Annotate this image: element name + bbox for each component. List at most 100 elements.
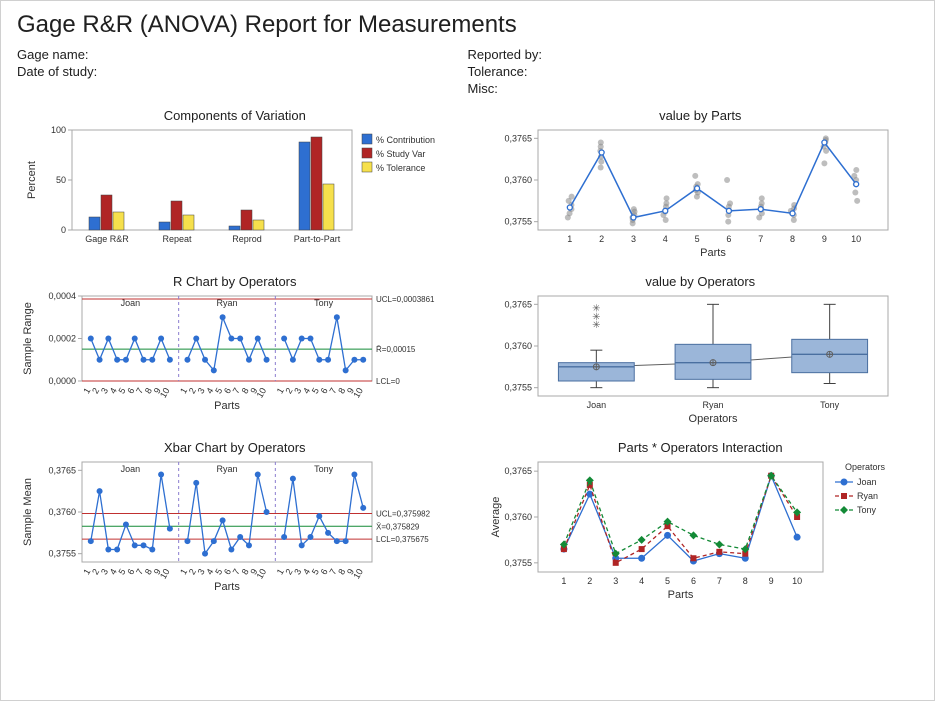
svg-text:8: 8 xyxy=(790,234,795,244)
meta-item: Tolerance: xyxy=(468,64,919,81)
chart-title: Parts * Operators Interaction xyxy=(483,440,919,455)
meta-item: Date of study: xyxy=(17,64,468,81)
meta-row: Gage name: Date of study: Reported by: T… xyxy=(17,47,918,98)
panel-xbar-chart: Xbar Chart by Operators 0,3755 0,3760 0,37… xyxy=(17,440,453,620)
svg-text:0,0002: 0,0002 xyxy=(48,333,76,343)
chart-title: value by Parts xyxy=(483,108,919,123)
svg-text:1: 1 xyxy=(561,576,566,586)
svg-text:Sample Mean: Sample Mean xyxy=(22,478,34,546)
svg-text:1: 1 xyxy=(567,234,572,244)
chart-title: Xbar Chart by Operators xyxy=(17,440,453,455)
svg-text:6: 6 xyxy=(726,234,731,244)
svg-text:6: 6 xyxy=(690,576,695,586)
svg-text:10: 10 xyxy=(851,234,861,244)
svg-text:9: 9 xyxy=(821,234,826,244)
svg-text:Parts: Parts xyxy=(214,581,240,593)
chart-title: value by Operators xyxy=(483,274,919,289)
svg-text:Operators: Operators xyxy=(688,413,737,425)
svg-text:Operators: Operators xyxy=(845,462,886,472)
svg-text:LCL=0,375675: LCL=0,375675 xyxy=(376,535,429,544)
svg-text:Sample Range: Sample Range xyxy=(22,302,34,375)
svg-text:100: 100 xyxy=(51,125,66,135)
svg-text:0,3760: 0,3760 xyxy=(48,507,76,517)
svg-text:Gage R&R: Gage R&R xyxy=(85,234,129,244)
svg-text:0,3755: 0,3755 xyxy=(504,216,532,226)
svg-text:Joan: Joan xyxy=(121,464,141,474)
svg-text:0,3765: 0,3765 xyxy=(504,299,532,309)
svg-text:Joan: Joan xyxy=(121,298,141,308)
svg-text:7: 7 xyxy=(716,576,721,586)
panel-components-of-variation: Components of Variation 0 50 100 Percent Gag… xyxy=(17,108,453,268)
svg-text:UCL=0,375982: UCL=0,375982 xyxy=(376,509,431,518)
svg-text:% Tolerance: % Tolerance xyxy=(376,163,425,173)
svg-text:Percent: Percent xyxy=(26,161,38,199)
svg-text:X̄=0,375829: X̄=0,375829 xyxy=(376,522,420,531)
report-title: Gage R&R (ANOVA) Report for Measurements xyxy=(17,11,918,39)
svg-text:0,3765: 0,3765 xyxy=(48,465,76,475)
svg-text:Ryan: Ryan xyxy=(216,464,237,474)
svg-text:R̄=0,00015: R̄=0,00015 xyxy=(376,345,416,354)
svg-text:10: 10 xyxy=(158,386,172,400)
meta-item: Misc: xyxy=(468,81,919,98)
svg-text:10: 10 xyxy=(351,567,365,581)
svg-text:0: 0 xyxy=(61,225,66,235)
svg-text:10: 10 xyxy=(792,576,802,586)
meta-item: Gage name: xyxy=(17,47,468,64)
svg-text:Ryan: Ryan xyxy=(857,491,878,501)
svg-text:Tony: Tony xyxy=(314,298,334,308)
svg-text:Joan: Joan xyxy=(586,400,606,410)
meta-right: Reported by: Tolerance: Misc: xyxy=(468,47,919,98)
svg-text:4: 4 xyxy=(639,576,644,586)
panel-r-chart: R Chart by Operators 0,0000 0,0002 0,0004 S… xyxy=(17,274,453,434)
svg-text:0,3755: 0,3755 xyxy=(504,382,532,392)
svg-text:Joan: Joan xyxy=(857,477,877,487)
chart-grid: Components of Variation 0 50 100 Percent Gag… xyxy=(17,108,918,620)
svg-text:10: 10 xyxy=(158,567,172,581)
svg-text:Parts: Parts xyxy=(214,400,240,412)
svg-text:3: 3 xyxy=(630,234,635,244)
svg-text:0,0004: 0,0004 xyxy=(48,291,76,301)
svg-text:Average: Average xyxy=(490,496,502,537)
svg-text:% Contribution: % Contribution xyxy=(376,135,435,145)
panel-value-by-parts: value by Parts 0,3755 0,3760 0,3765 1 2 3 4 5 6 7… xyxy=(483,108,919,268)
svg-text:5: 5 xyxy=(665,576,670,586)
chart-title: Components of Variation xyxy=(17,108,453,123)
svg-text:0,3765: 0,3765 xyxy=(504,466,532,476)
svg-text:9: 9 xyxy=(768,576,773,586)
svg-text:Reprod: Reprod xyxy=(232,234,262,244)
svg-text:Ryan: Ryan xyxy=(216,298,237,308)
svg-text:Parts: Parts xyxy=(700,247,726,259)
svg-text:0,3760: 0,3760 xyxy=(504,512,532,522)
chart-title: R Chart by Operators xyxy=(17,274,453,289)
svg-text:Tony: Tony xyxy=(820,400,840,410)
svg-text:✳: ✳ xyxy=(592,303,600,314)
svg-text:Tony: Tony xyxy=(857,505,877,515)
svg-text:8: 8 xyxy=(742,576,747,586)
svg-text:10: 10 xyxy=(255,567,269,581)
svg-text:3: 3 xyxy=(613,576,618,586)
svg-text:2: 2 xyxy=(599,234,604,244)
svg-text:50: 50 xyxy=(56,175,66,185)
svg-text:7: 7 xyxy=(758,234,763,244)
meta-item: Reported by: xyxy=(468,47,919,64)
svg-text:Part-to-Part: Part-to-Part xyxy=(294,234,341,244)
svg-text:0,3760: 0,3760 xyxy=(504,175,532,185)
svg-text:Repeat: Repeat xyxy=(162,234,192,244)
svg-text:0,0000: 0,0000 xyxy=(48,376,76,386)
svg-text:0,3760: 0,3760 xyxy=(504,341,532,351)
svg-text:0,3755: 0,3755 xyxy=(48,548,76,558)
svg-text:0,3765: 0,3765 xyxy=(504,133,532,143)
svg-text:10: 10 xyxy=(255,386,269,400)
svg-text:4: 4 xyxy=(662,234,667,244)
svg-text:Tony: Tony xyxy=(314,464,334,474)
meta-left: Gage name: Date of study: xyxy=(17,47,468,98)
svg-text:UCL=0,0003861: UCL=0,0003861 xyxy=(376,295,435,304)
svg-text:LCL=0: LCL=0 xyxy=(376,377,400,386)
svg-text:10: 10 xyxy=(351,386,365,400)
svg-text:% Study Var: % Study Var xyxy=(376,149,425,159)
svg-text:5: 5 xyxy=(694,234,699,244)
svg-text:Ryan: Ryan xyxy=(702,400,723,410)
svg-text:0,3755: 0,3755 xyxy=(504,558,532,568)
svg-text:2: 2 xyxy=(587,576,592,586)
svg-text:Parts: Parts xyxy=(667,589,693,601)
